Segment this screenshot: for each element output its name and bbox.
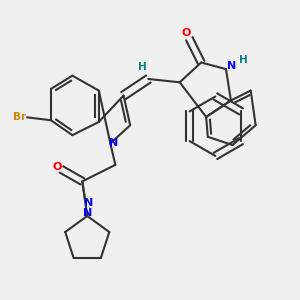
Text: O: O [182,28,191,38]
Text: O: O [52,161,62,172]
Text: Br: Br [13,112,26,122]
Text: N: N [84,198,93,208]
Text: N: N [227,61,236,71]
Text: N: N [109,138,118,148]
Text: H: H [138,62,147,72]
Text: N: N [82,208,92,218]
Text: H: H [239,55,248,65]
